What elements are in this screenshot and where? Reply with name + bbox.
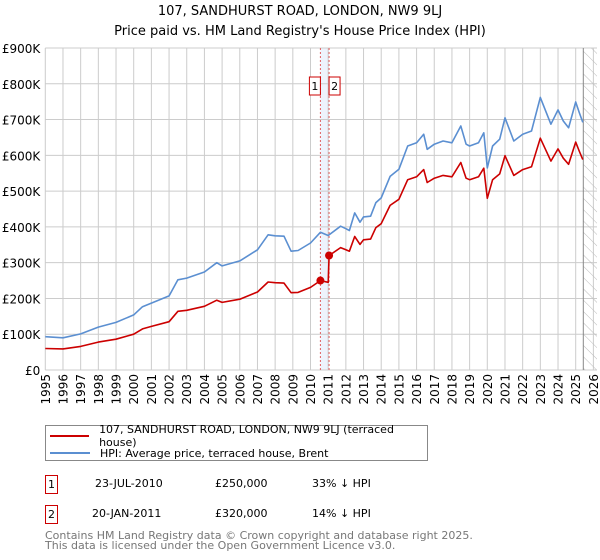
x-tick-label: 1995 <box>39 374 53 405</box>
y-tick-label: £400K <box>2 221 42 235</box>
y-tick-label: £600K <box>2 149 42 163</box>
x-tick-label: 1998 <box>92 374 106 405</box>
y-tick-label: £0 <box>25 364 40 378</box>
x-tick-label: 2007 <box>251 374 265 405</box>
x-tick-label: 2015 <box>392 374 406 405</box>
sale-date: 23-JUL-2010 <box>95 477 163 490</box>
sale-marker-box <box>328 76 341 96</box>
x-tick-label: 1997 <box>74 374 88 405</box>
x-tick-label: 1996 <box>56 374 70 405</box>
x-tick-label: 2001 <box>145 374 159 405</box>
x-tick-label: 2021 <box>498 374 512 405</box>
y-tick-label: £500K <box>2 185 42 199</box>
forecast-hatch-region <box>583 48 597 370</box>
x-tick-label: 2017 <box>428 374 442 405</box>
sale-period-shading <box>320 48 330 370</box>
footer-copyright: Contains HM Land Registry data © Crown c… <box>45 529 473 542</box>
x-tick-label: 2020 <box>481 374 495 405</box>
sale-hpi-diff: 14% ↓ HPI <box>312 507 371 520</box>
x-tick-label: 2025 <box>569 374 583 405</box>
x-tick-label: 2023 <box>534 374 548 405</box>
x-tick-label: 2018 <box>445 374 459 405</box>
legend-item-property: 107, SANDHURST ROAD, LONDON, NW9 9LJ (te… <box>50 423 427 449</box>
x-tick-label: 2004 <box>198 374 212 405</box>
footer: Contains HM Land Registry data © Crown c… <box>45 529 473 552</box>
sale-marker-label: 1 <box>311 80 318 93</box>
x-tick-label: 2019 <box>463 374 477 405</box>
x-tick-label: 1999 <box>110 374 124 405</box>
x-tick-label: 2009 <box>286 374 300 405</box>
x-tick-label: 2006 <box>233 374 247 405</box>
sale-hpi-diff: 33% ↓ HPI <box>312 477 371 490</box>
y-tick-label: £800K <box>2 78 42 92</box>
sale-row: 2 20-JAN-2011 £320,000 14% ↓ HPI <box>45 505 445 525</box>
sale-price: £320,000 <box>215 507 268 520</box>
sale-point <box>325 251 334 260</box>
x-tick-label: 2008 <box>269 374 283 405</box>
x-tick-label: 2016 <box>410 374 424 405</box>
sale-number-badge: 1 <box>45 475 58 494</box>
sale-date: 20-JAN-2011 <box>92 507 162 520</box>
x-tick-label: 2000 <box>127 374 141 405</box>
x-tick-label: 2013 <box>357 374 371 405</box>
sale-marker-box <box>308 76 321 96</box>
legend-label-property: 107, SANDHURST ROAD, LONDON, NW9 9LJ (te… <box>99 423 394 449</box>
x-tick-label: 2011 <box>322 374 336 405</box>
sale-row: 1 23-JUL-2010 £250,000 33% ↓ HPI <box>45 475 445 495</box>
chart-subtitle: Price paid vs. HM Land Registry's House … <box>114 24 486 39</box>
x-tick-label: 2022 <box>516 374 530 405</box>
chart-title: 107, SANDHURST ROAD, LONDON, NW9 9LJ <box>158 4 442 19</box>
x-tick-label: 2002 <box>163 374 177 405</box>
y-tick-label: £200K <box>2 292 42 306</box>
sale-number-badge: 2 <box>45 505 58 524</box>
x-tick-label: 2005 <box>216 374 230 405</box>
legend-swatch-red <box>50 435 90 437</box>
sale-marker-label: 2 <box>331 80 338 93</box>
legend-item-hpi: HPI: Average price, terraced house, Bren… <box>50 445 328 461</box>
x-tick-label: 2010 <box>304 374 318 405</box>
y-tick-label: £100K <box>2 328 42 342</box>
y-tick-label: £700K <box>2 114 42 128</box>
hpi-line <box>45 96 584 339</box>
legend: 107, SANDHURST ROAD, LONDON, NW9 9LJ (te… <box>45 423 428 461</box>
price-paid-line <box>45 137 584 350</box>
x-tick-label: 2012 <box>339 374 353 405</box>
sale-point <box>316 276 325 285</box>
legend-swatch-blue <box>50 452 90 454</box>
x-tick-label: 2026 <box>587 374 600 405</box>
footer-licence: This data is licensed under the Open Gov… <box>45 539 396 552</box>
y-tick-label: £300K <box>2 257 42 271</box>
x-tick-label: 2014 <box>375 374 389 405</box>
y-tick-label: £900K <box>2 42 42 56</box>
x-tick-label: 2024 <box>552 374 566 405</box>
sale-price: £250,000 <box>215 477 268 490</box>
x-tick-label: 2003 <box>180 374 194 405</box>
legend-label-hpi: HPI: Average price, terraced house, Bren… <box>100 446 329 460</box>
price-chart: 107, SANDHURST ROAD, LONDON, NW9 9LJ Pri… <box>2 4 600 405</box>
